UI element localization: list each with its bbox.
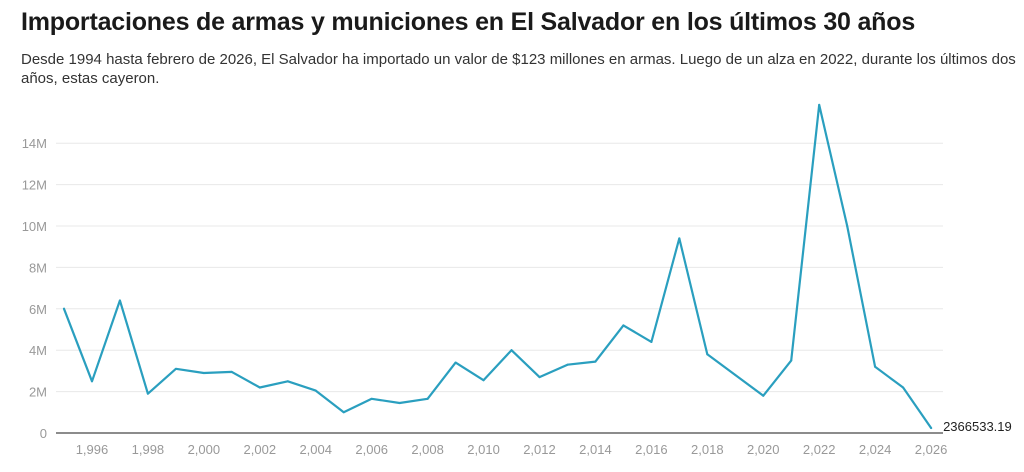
data-point xyxy=(90,380,93,383)
x-tick-label: 1,996 xyxy=(76,442,109,457)
data-point xyxy=(426,397,429,400)
data-point xyxy=(650,340,653,343)
x-tick-label: 2,002 xyxy=(244,442,277,457)
data-point xyxy=(790,359,793,362)
chart-title: Importaciones de armas y municiones en E… xyxy=(21,8,916,36)
data-point xyxy=(174,367,177,370)
data-point xyxy=(902,386,905,389)
data-point xyxy=(258,386,261,389)
data-point xyxy=(286,380,289,383)
data-point xyxy=(482,379,485,382)
data-point xyxy=(454,361,457,364)
y-tick-label: 6M xyxy=(29,302,47,317)
x-tick-label: 2,014 xyxy=(579,442,612,457)
x-tick-label: 2,018 xyxy=(691,442,724,457)
data-point xyxy=(706,353,709,356)
y-tick-label: 4M xyxy=(29,343,47,358)
data-point xyxy=(202,371,205,374)
x-tick-label: 2,024 xyxy=(859,442,892,457)
data-point xyxy=(146,392,149,395)
y-axis-ticks: 0 2M 4M 6M 8M 10M 12M 14M xyxy=(22,136,47,441)
data-points xyxy=(63,103,933,430)
gridlines xyxy=(56,142,943,393)
data-point xyxy=(510,349,513,352)
x-tick-label: 1,998 xyxy=(132,442,165,457)
data-point xyxy=(622,324,625,327)
data-point xyxy=(63,307,65,310)
x-tick-label: 2,006 xyxy=(355,442,388,457)
data-point xyxy=(342,411,345,414)
x-tick-label: 2,012 xyxy=(523,442,556,457)
y-tick-label: 14M xyxy=(22,136,47,151)
series-line xyxy=(62,103,933,430)
y-tick-label: 12M xyxy=(22,178,47,193)
end-value-label: 2366533.19 xyxy=(943,419,1012,434)
data-point xyxy=(314,389,317,392)
y-tick-label: 8M xyxy=(29,260,47,275)
x-tick-label: 2,026 xyxy=(915,442,948,457)
data-point xyxy=(930,427,933,430)
y-tick-label: 10M xyxy=(22,219,47,234)
x-tick-label: 2,008 xyxy=(411,442,444,457)
data-point xyxy=(566,363,569,366)
data-point xyxy=(678,237,681,240)
x-axis-ticks: 1,996 1,998 2,000 2,002 2,004 2,006 2,008 2,010… xyxy=(76,442,948,457)
data-point xyxy=(230,370,233,373)
data-point xyxy=(818,103,821,106)
x-tick-label: 2,016 xyxy=(635,442,668,457)
data-point xyxy=(538,376,541,379)
data-point xyxy=(846,225,849,227)
y-tick-label: 0 xyxy=(40,426,47,441)
data-point xyxy=(762,394,765,397)
data-point xyxy=(370,397,373,400)
data-point xyxy=(594,360,597,363)
data-point xyxy=(734,374,737,377)
x-tick-label: 2,020 xyxy=(747,442,780,457)
data-point xyxy=(118,299,121,302)
data-point xyxy=(874,365,877,368)
chart-subtitle: Desde 1994 hasta febrero de 2026, El Sal… xyxy=(21,51,1016,87)
y-tick-label: 2M xyxy=(29,385,47,400)
x-tick-label: 2,010 xyxy=(467,442,500,457)
x-tick-label: 2,004 xyxy=(299,442,332,457)
x-tick-label: 2,022 xyxy=(803,442,836,457)
x-tick-label: 2,000 xyxy=(188,442,221,457)
data-point xyxy=(398,401,401,404)
